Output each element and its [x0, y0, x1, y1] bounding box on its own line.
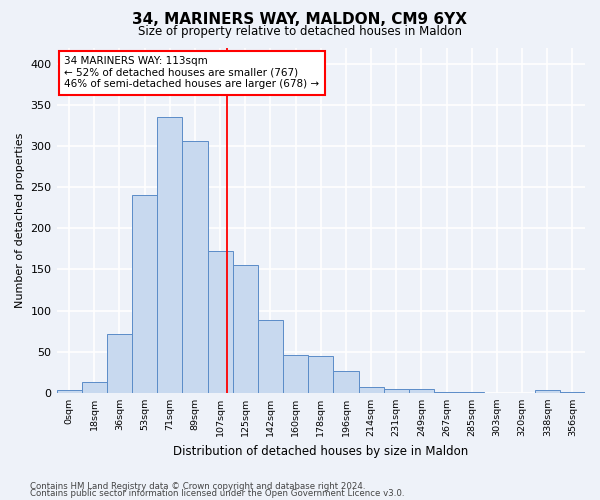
Bar: [560, 392, 585, 393]
Bar: [82, 382, 107, 393]
Y-axis label: Number of detached properties: Number of detached properties: [15, 132, 25, 308]
Bar: [182, 141, 208, 393]
Bar: [334, 372, 359, 393]
Bar: [208, 252, 233, 393]
Bar: [157, 118, 182, 393]
Bar: [258, 320, 283, 393]
Text: Contains HM Land Registry data © Crown copyright and database right 2024.: Contains HM Land Registry data © Crown c…: [30, 482, 365, 491]
Text: Contains public sector information licensed under the Open Government Licence v3: Contains public sector information licen…: [30, 490, 404, 498]
Bar: [434, 392, 459, 393]
Bar: [107, 334, 132, 393]
Bar: [535, 390, 560, 393]
Text: Size of property relative to detached houses in Maldon: Size of property relative to detached ho…: [138, 25, 462, 38]
Text: 34, MARINERS WAY, MALDON, CM9 6YX: 34, MARINERS WAY, MALDON, CM9 6YX: [133, 12, 467, 28]
Bar: [233, 266, 258, 393]
Bar: [409, 388, 434, 393]
Bar: [56, 390, 82, 393]
X-axis label: Distribution of detached houses by size in Maldon: Distribution of detached houses by size …: [173, 444, 469, 458]
Text: 34 MARINERS WAY: 113sqm
← 52% of detached houses are smaller (767)
46% of semi-d: 34 MARINERS WAY: 113sqm ← 52% of detache…: [64, 56, 320, 90]
Bar: [283, 355, 308, 393]
Bar: [383, 388, 409, 393]
Bar: [308, 356, 334, 393]
Bar: [132, 196, 157, 393]
Bar: [359, 387, 383, 393]
Bar: [459, 392, 484, 393]
